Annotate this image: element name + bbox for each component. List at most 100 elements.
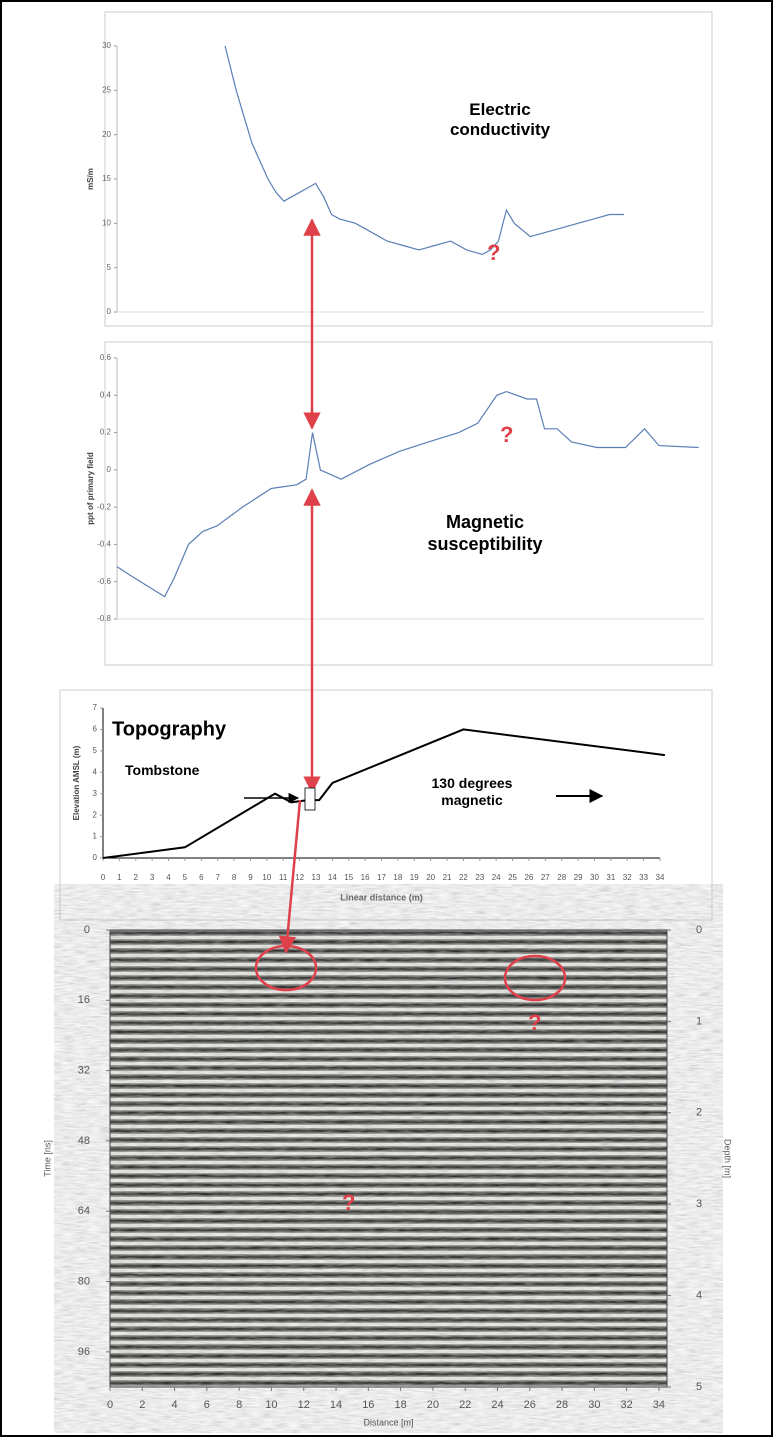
annotation: Magnetic susceptibility xyxy=(427,512,543,554)
x-tick-label: 12 xyxy=(295,873,304,882)
y-tick-label: -0.8 xyxy=(97,614,111,623)
y-tick-label: 4 xyxy=(93,767,98,776)
x-tick-label: 4 xyxy=(172,1399,178,1411)
x-tick-label: 2 xyxy=(139,1399,145,1411)
y-tick-label: 2 xyxy=(93,810,98,819)
x-tick-label: 13 xyxy=(312,873,321,882)
y-tick-label: 30 xyxy=(102,41,111,50)
x-tick-label: 9 xyxy=(248,873,253,882)
annotation: ? xyxy=(500,422,514,447)
x-tick-label: 11 xyxy=(279,873,288,882)
y-tick-label: 0 xyxy=(93,853,98,862)
y-tick-label: 10 xyxy=(102,218,111,227)
x-tick-label: 30 xyxy=(590,873,599,882)
y-tick-label: 64 xyxy=(78,1205,90,1217)
tombstone xyxy=(304,787,316,811)
x-tick-label: 22 xyxy=(459,873,468,882)
y-tick-label: 25 xyxy=(102,85,111,94)
x-axis-label: Distance [m] xyxy=(363,1417,413,1427)
y-tick-label: -0.6 xyxy=(97,577,111,586)
x-tick-label: 28 xyxy=(557,873,566,882)
y-tick-label: 48 xyxy=(78,1135,90,1147)
x-tick-label: 31 xyxy=(606,873,615,882)
x-tick-label: 27 xyxy=(541,873,550,882)
x-tick-label: 33 xyxy=(639,873,648,882)
x-axis-label: Linear distance (m) xyxy=(340,892,423,902)
y-tick-label: 0.4 xyxy=(100,390,112,399)
x-tick-label: 16 xyxy=(361,873,370,882)
y-tick-label: 5 xyxy=(107,263,112,272)
annotation: ? xyxy=(342,1190,356,1215)
x-tick-label: 0 xyxy=(101,873,106,882)
annotation: Electric conductivity xyxy=(449,100,551,140)
x-tick-label: 22 xyxy=(459,1399,471,1411)
x-tick-label: 24 xyxy=(491,1399,503,1411)
y-axis-label: mS/m xyxy=(86,168,95,190)
x-tick-label: 6 xyxy=(204,1399,210,1411)
y-tick-label: 80 xyxy=(78,1275,90,1287)
x-tick-label: 19 xyxy=(410,873,419,882)
annotation: ? xyxy=(487,240,501,265)
y2-tick-label: 1 xyxy=(696,1015,702,1027)
y-tick-label: -0.4 xyxy=(97,540,111,549)
x-tick-label: 12 xyxy=(298,1399,310,1411)
radargram-frame xyxy=(109,929,668,1388)
panel-frame xyxy=(104,11,713,327)
x-tick-label: 1 xyxy=(117,873,122,882)
data-line xyxy=(102,728,666,859)
y-tick-label: 15 xyxy=(102,174,111,183)
y-tick-label: -0.2 xyxy=(97,502,111,511)
x-tick-label: 2 xyxy=(134,873,139,882)
panel-frame xyxy=(59,689,713,921)
radargram-noise xyxy=(110,930,667,1387)
x-tick-label: 20 xyxy=(426,873,435,882)
x-tick-label: 18 xyxy=(394,1399,406,1411)
link-arrow xyxy=(278,799,302,954)
x-tick-label: 26 xyxy=(524,873,533,882)
x-tick-label: 30 xyxy=(588,1399,600,1411)
y-tick-label: 32 xyxy=(78,1065,90,1077)
x-tick-label: 0 xyxy=(107,1399,113,1411)
y2-tick-label: 5 xyxy=(696,1381,702,1393)
x-tick-label: 8 xyxy=(236,1399,242,1411)
y-tick-label: 0.2 xyxy=(100,428,112,437)
x-tick-label: 4 xyxy=(166,873,171,882)
x-tick-label: 8 xyxy=(232,873,237,882)
y-tick-label: 20 xyxy=(102,130,111,139)
x-tick-label: 20 xyxy=(427,1399,439,1411)
x-tick-label: 28 xyxy=(556,1399,568,1411)
x-tick-label: 18 xyxy=(393,873,402,882)
y-axis-label: ppt of primary field xyxy=(86,452,95,525)
y-axis-label: Elevation AMSL (m) xyxy=(72,745,81,820)
x-tick-label: 25 xyxy=(508,873,517,882)
y2-tick-label: 2 xyxy=(696,1107,702,1119)
x-tick-label: 29 xyxy=(574,873,583,882)
x-tick-label: 23 xyxy=(475,873,484,882)
y-tick-label: 5 xyxy=(93,746,98,755)
y-tick-label: 7 xyxy=(93,703,98,712)
x-tick-label: 14 xyxy=(330,1399,342,1411)
x-tick-label: 34 xyxy=(653,1399,665,1411)
y2-tick-label: 4 xyxy=(696,1290,702,1302)
y-axis-label: Time [ns] xyxy=(42,1140,52,1177)
data-line xyxy=(224,45,624,256)
x-tick-label: 10 xyxy=(265,1399,277,1411)
y-tick-label: 3 xyxy=(93,789,98,798)
data-line xyxy=(116,390,699,598)
panel-frame xyxy=(104,341,713,666)
x-tick-label: 34 xyxy=(656,873,665,882)
x-tick-label: 6 xyxy=(199,873,204,882)
y-tick-label: 0 xyxy=(84,924,90,936)
x-tick-label: 14 xyxy=(328,873,337,882)
chart-title: Topography xyxy=(112,718,227,740)
annotation: ? xyxy=(528,1010,542,1035)
x-tick-label: 3 xyxy=(150,873,155,882)
y2-axis-label: Depth [m] xyxy=(723,1139,733,1178)
x-tick-label: 21 xyxy=(443,873,452,882)
x-tick-label: 32 xyxy=(621,1399,633,1411)
y-tick-label: 0 xyxy=(107,307,112,316)
annotation: 130 degrees magnetic xyxy=(431,775,513,808)
y2-tick-label: 3 xyxy=(696,1198,702,1210)
